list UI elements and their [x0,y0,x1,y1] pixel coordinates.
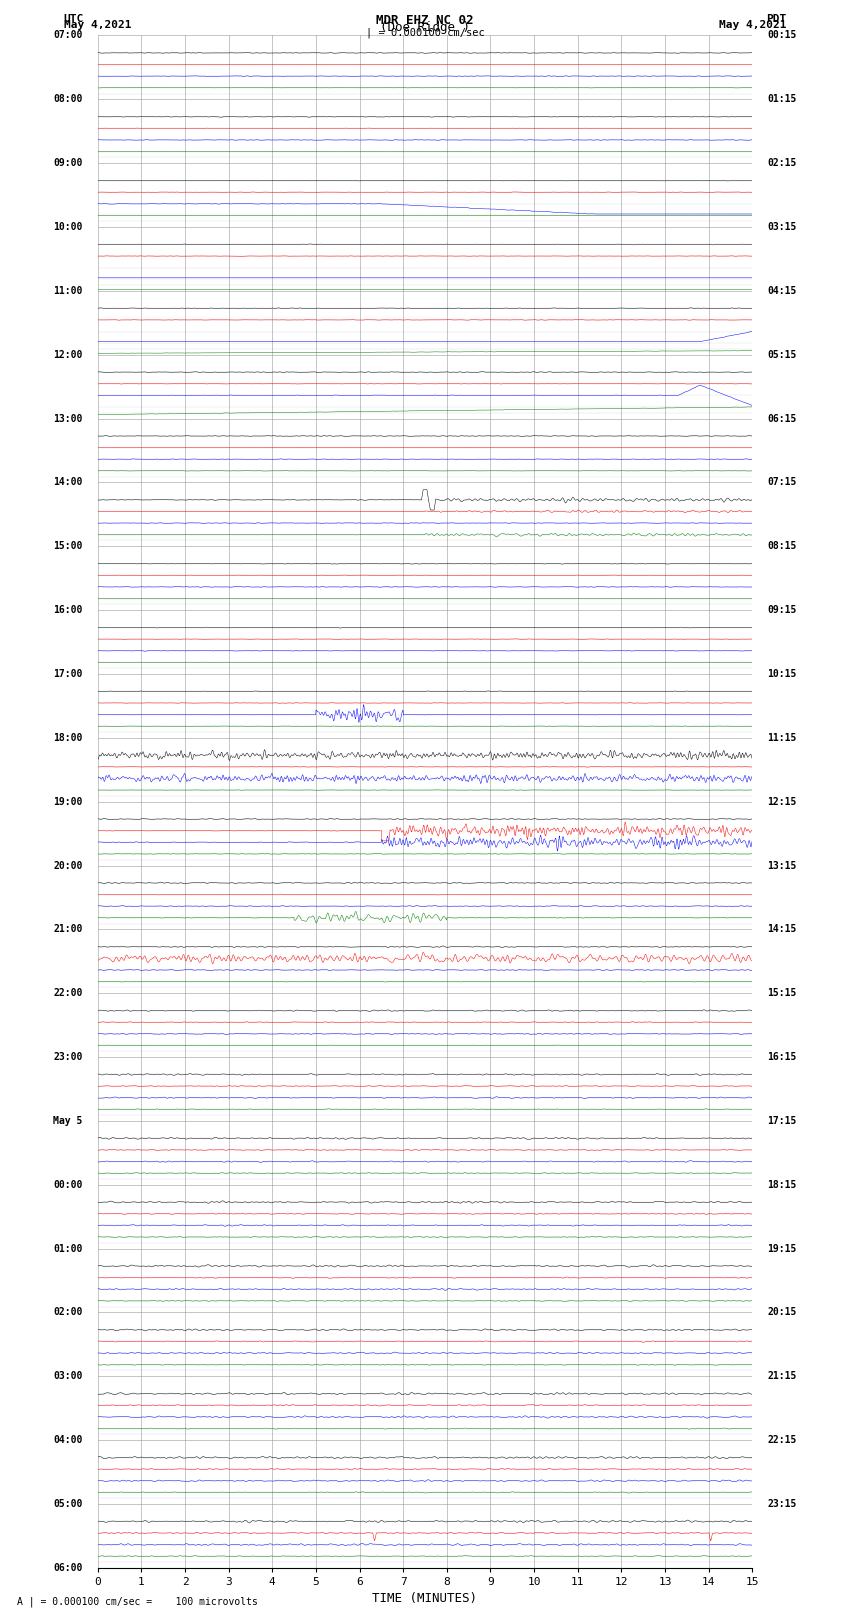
Text: 11:15: 11:15 [768,732,797,744]
Text: A | = 0.000100 cm/sec =    100 microvolts: A | = 0.000100 cm/sec = 100 microvolts [17,1595,258,1607]
Text: 21:15: 21:15 [768,1371,797,1381]
Text: 12:15: 12:15 [768,797,797,806]
Text: 05:00: 05:00 [53,1498,82,1510]
Text: (Doe Ridge ): (Doe Ridge ) [380,21,470,34]
Text: 17:00: 17:00 [53,669,82,679]
Text: 05:15: 05:15 [768,350,797,360]
Text: 02:00: 02:00 [53,1308,82,1318]
Text: 10:00: 10:00 [53,223,82,232]
Text: PDT: PDT [766,13,786,24]
Text: 07:00: 07:00 [53,31,82,40]
Text: 19:00: 19:00 [53,797,82,806]
Text: UTC: UTC [64,13,84,24]
Text: 12:00: 12:00 [53,350,82,360]
Text: 00:00: 00:00 [53,1179,82,1190]
Text: | = 0.000100 cm/sec: | = 0.000100 cm/sec [366,27,484,39]
Text: 09:15: 09:15 [768,605,797,615]
X-axis label: TIME (MINUTES): TIME (MINUTES) [372,1592,478,1605]
Text: 13:15: 13:15 [768,860,797,871]
Text: 19:15: 19:15 [768,1244,797,1253]
Text: 22:15: 22:15 [768,1436,797,1445]
Text: 01:00: 01:00 [53,1244,82,1253]
Text: 03:15: 03:15 [768,223,797,232]
Text: 18:00: 18:00 [53,732,82,744]
Text: May 5: May 5 [53,1116,82,1126]
Text: 14:15: 14:15 [768,924,797,934]
Text: 06:15: 06:15 [768,413,797,424]
Text: 16:15: 16:15 [768,1052,797,1061]
Text: 00:15: 00:15 [768,31,797,40]
Text: 23:00: 23:00 [53,1052,82,1061]
Text: May 4,2021: May 4,2021 [719,19,786,31]
Text: 15:00: 15:00 [53,542,82,552]
Text: 10:15: 10:15 [768,669,797,679]
Text: 02:15: 02:15 [768,158,797,168]
Text: 01:15: 01:15 [768,94,797,105]
Text: 18:15: 18:15 [768,1179,797,1190]
Text: 22:00: 22:00 [53,989,82,998]
Text: 04:00: 04:00 [53,1436,82,1445]
Text: 20:15: 20:15 [768,1308,797,1318]
Text: 11:00: 11:00 [53,286,82,295]
Text: 15:15: 15:15 [768,989,797,998]
Text: 13:00: 13:00 [53,413,82,424]
Text: MDR EHZ NC 02: MDR EHZ NC 02 [377,13,473,27]
Text: 16:00: 16:00 [53,605,82,615]
Text: 08:00: 08:00 [53,94,82,105]
Text: 17:15: 17:15 [768,1116,797,1126]
Text: 23:15: 23:15 [768,1498,797,1510]
Text: 21:00: 21:00 [53,924,82,934]
Text: 08:15: 08:15 [768,542,797,552]
Text: 14:00: 14:00 [53,477,82,487]
Text: May 4,2021: May 4,2021 [64,19,131,31]
Text: 07:15: 07:15 [768,477,797,487]
Text: 06:00: 06:00 [53,1563,82,1573]
Text: 04:15: 04:15 [768,286,797,295]
Text: 20:00: 20:00 [53,860,82,871]
Text: 09:00: 09:00 [53,158,82,168]
Text: 03:00: 03:00 [53,1371,82,1381]
